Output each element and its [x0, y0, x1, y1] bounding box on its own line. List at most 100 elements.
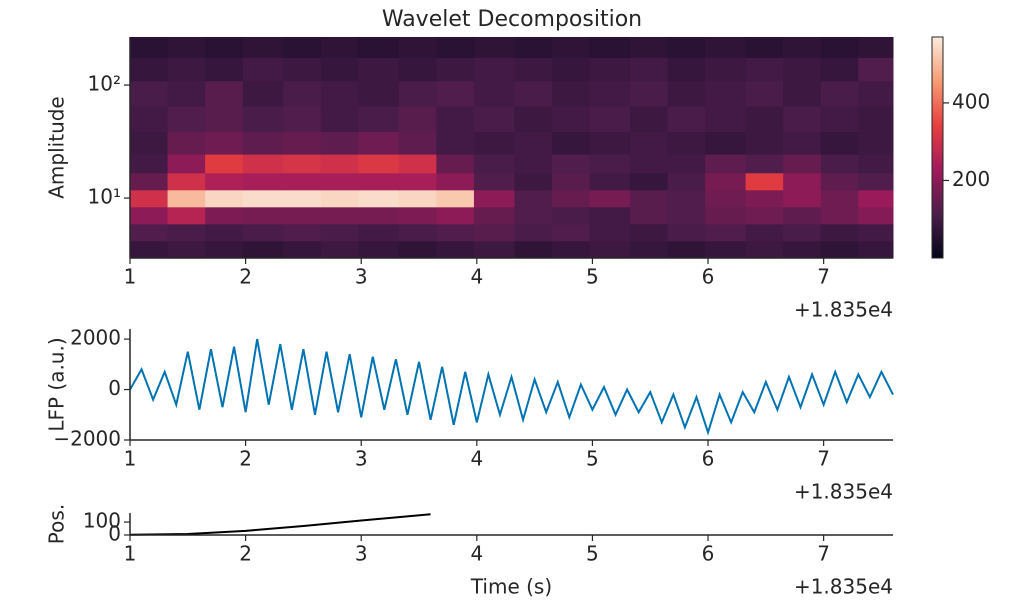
heatmap-cell	[473, 189, 515, 208]
heatmap-cell	[473, 131, 515, 155]
heatmap-cell	[820, 37, 859, 58]
heatmap-cell	[820, 57, 859, 82]
heatmap-cell	[320, 172, 359, 191]
heatmap-cell	[242, 206, 284, 225]
heatmap-cell	[436, 206, 475, 225]
heatmap-cell	[398, 80, 437, 107]
y-tick-label: 10²	[88, 72, 121, 96]
heatmap-cell	[820, 223, 859, 242]
heatmap-cell	[398, 189, 437, 208]
heatmap-cell	[167, 189, 206, 208]
heatmap-cell	[167, 240, 206, 259]
heatmap-cell	[320, 223, 359, 242]
heatmap-cell	[783, 80, 822, 107]
heatmap-cell	[589, 189, 631, 208]
heatmap-cell	[242, 131, 284, 155]
heatmap-cell	[551, 37, 591, 58]
heatmap-cell	[551, 172, 591, 191]
heatmap-cell	[629, 240, 669, 259]
x-axis-label: Time (s)	[470, 575, 552, 599]
heatmap-cell	[783, 57, 822, 82]
heatmap-cell	[436, 223, 475, 242]
heatmap-cell	[358, 57, 400, 82]
heatmap-cell	[589, 206, 631, 225]
heatmap-cell	[320, 106, 359, 133]
heatmap-cell	[167, 106, 206, 133]
heatmap-cell	[473, 206, 515, 225]
heatmap-cell	[436, 37, 475, 58]
heatmap-cell	[745, 131, 784, 155]
heatmap-cell	[551, 189, 591, 208]
y-tick-label: 0	[108, 522, 121, 546]
heatmap-cell	[589, 223, 631, 242]
x-tick-label: 3	[355, 447, 368, 471]
y-tick-label: −2000	[53, 427, 121, 451]
heatmap-cell	[783, 189, 822, 208]
heatmap-cell	[205, 57, 244, 82]
heatmap-cell	[858, 37, 894, 58]
heatmap-cell	[514, 223, 553, 242]
heatmap-cell	[514, 154, 553, 174]
heatmap-cell	[629, 80, 669, 107]
heatmap-cell	[167, 131, 206, 155]
heatmap-cell	[551, 106, 591, 133]
x-tick-label: 4	[470, 265, 483, 289]
y-tick-label: 100	[83, 509, 121, 533]
heatmap-cell	[705, 57, 747, 82]
heatmap-cell	[858, 189, 894, 208]
colorbar-tick-label: 400	[952, 89, 990, 113]
heatmap-cell	[358, 172, 400, 191]
heatmap-cell	[398, 240, 437, 259]
heatmap-cell	[667, 189, 706, 208]
heatmap-cell	[667, 37, 706, 58]
x-tick-label: 6	[702, 265, 715, 289]
heatmap-cell	[358, 106, 400, 133]
heatmap-cell	[589, 37, 631, 58]
heatmap-cell	[783, 37, 822, 58]
heatmap-cell	[358, 240, 400, 259]
heatmap-cell	[705, 189, 747, 208]
heatmap-cell	[283, 189, 322, 208]
x-tick-label: 5	[586, 265, 599, 289]
heatmap-cell	[473, 154, 515, 174]
heatmap-cell	[705, 37, 747, 58]
heatmap-cell	[667, 240, 706, 259]
heatmap-cell	[473, 223, 515, 242]
heatmap-cell	[820, 106, 859, 133]
heatmap-cell	[283, 106, 322, 133]
x-tick-label: 2	[239, 265, 252, 289]
heatmap-cell	[283, 240, 322, 259]
heatmap-cell	[514, 131, 553, 155]
heatmap-cell	[705, 131, 747, 155]
heatmap-cell	[629, 131, 669, 155]
heatmap-cell	[783, 240, 822, 259]
heatmap-cell	[358, 223, 400, 242]
y-axis-label: Pos.	[45, 504, 69, 544]
heatmap-cell	[358, 131, 400, 155]
heatmap-cell	[242, 37, 284, 58]
x-tick-label: 5	[586, 542, 599, 566]
heatmap-cell	[130, 172, 169, 191]
heatmap-cell	[745, 172, 784, 191]
heatmap-cell	[629, 172, 669, 191]
heatmap-cell	[436, 240, 475, 259]
heatmap-cell	[783, 154, 822, 174]
heatmap-cell	[589, 80, 631, 107]
heatmap-cell	[858, 106, 894, 133]
heatmap-cell	[745, 206, 784, 225]
heatmap-cell	[745, 240, 784, 259]
heatmap-cell	[167, 223, 206, 242]
heatmap-cell	[667, 223, 706, 242]
heatmap-cell	[745, 223, 784, 242]
heatmap-cell	[667, 154, 706, 174]
heatmap-cell	[436, 80, 475, 107]
heatmap-cell	[436, 189, 475, 208]
heatmap-cell	[167, 57, 206, 82]
heatmap-cell	[820, 131, 859, 155]
heatmap-cell	[745, 57, 784, 82]
heatmap-cell	[358, 80, 400, 107]
heatmap-cell	[514, 80, 553, 107]
heatmap-cell	[514, 37, 553, 58]
heatmap-cell	[130, 80, 169, 107]
